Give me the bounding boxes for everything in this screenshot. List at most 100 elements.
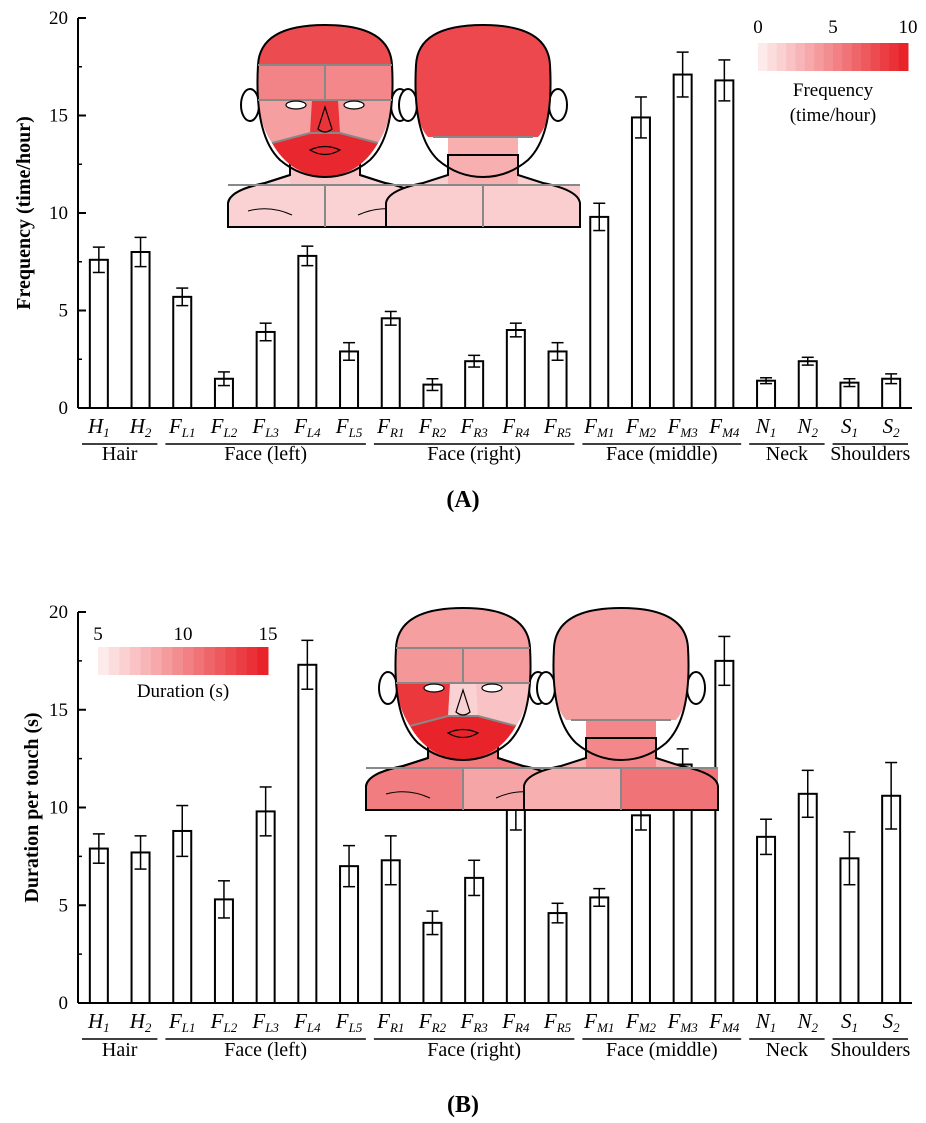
colorbar-title: Duration (s)	[137, 681, 229, 702]
x-category-label: FR2	[418, 1009, 447, 1035]
x-category-label: S2	[883, 414, 901, 440]
eye-left	[285, 100, 307, 110]
x-category-label: S1	[841, 414, 858, 440]
group-label: Face (left)	[224, 1039, 307, 1061]
x-category-label: FM2	[625, 1009, 657, 1035]
bar	[130, 851, 151, 1005]
x-category-label: FL2	[210, 1009, 238, 1035]
ear-left	[378, 671, 398, 705]
y-tick-label: 0	[59, 398, 69, 419]
category-subscript: L4	[306, 1020, 321, 1035]
category-base: S	[841, 414, 852, 438]
back-hair-region	[415, 25, 551, 137]
colorbar-swatch	[804, 43, 815, 71]
category-base: F	[168, 414, 182, 438]
eye-right	[343, 100, 365, 110]
bar	[714, 79, 735, 410]
category-subscript: M4	[721, 425, 740, 440]
colorbar-swatch	[140, 647, 152, 675]
x-category-label: FL4	[293, 414, 321, 440]
x-category-label: FM2	[625, 414, 657, 440]
category-base: F	[293, 1009, 307, 1033]
x-category-label: FL5	[335, 414, 363, 440]
colorbar-tick: 10	[899, 17, 918, 38]
category-base: H	[129, 414, 147, 438]
colorbar-swatch	[225, 647, 237, 675]
category-subscript: 2	[812, 1020, 819, 1035]
x-category-label: FR3	[460, 414, 489, 440]
colorbar-swatch	[129, 647, 141, 675]
colorbar-swatch	[776, 43, 787, 71]
bar	[464, 876, 485, 1005]
group-label: Neck	[766, 443, 808, 465]
bar	[756, 835, 777, 1005]
category-base: N	[796, 1009, 812, 1033]
category-subscript: 2	[893, 425, 900, 440]
bar	[630, 116, 651, 409]
category-base: F	[501, 1009, 515, 1033]
bar	[672, 73, 693, 410]
x-category-label: FR1	[376, 414, 404, 440]
face-region-left-upper	[258, 65, 325, 100]
group-label: Face (middle)	[606, 443, 718, 465]
category-subscript: M2	[638, 425, 657, 440]
x-category-label: FL1	[168, 1009, 196, 1035]
back-ear-left	[536, 671, 556, 705]
bar	[172, 295, 193, 410]
category-subscript: 1	[851, 1020, 858, 1035]
category-base: N	[796, 414, 812, 438]
colorbar-tick: 15	[259, 624, 278, 645]
category-subscript: L3	[264, 1020, 279, 1035]
category-subscript: R3	[472, 425, 488, 440]
y-tick-label: 5	[59, 895, 69, 916]
category-subscript: M1	[596, 425, 614, 440]
x-category-label: FL2	[210, 414, 238, 440]
y-tick-label: 10	[49, 798, 68, 819]
category-subscript: L2	[222, 1020, 237, 1035]
category-base: F	[583, 414, 597, 438]
collar-line	[247, 208, 293, 216]
back-head-outline	[552, 606, 690, 762]
category-subscript: L1	[181, 425, 196, 440]
head-back-diagram	[385, 23, 581, 228]
category-subscript: 1	[851, 425, 858, 440]
category-base: F	[543, 414, 557, 438]
x-category-label: FL5	[335, 1009, 363, 1035]
colorbar-swatch	[214, 647, 226, 675]
colorbar-swatch	[246, 647, 258, 675]
category-subscript: R5	[556, 1020, 572, 1035]
colorbar-swatch	[193, 647, 205, 675]
bar	[630, 814, 651, 1004]
bar	[797, 792, 818, 1004]
colorbar-tick: 0	[753, 17, 763, 38]
bar	[255, 330, 276, 410]
face-region-right-upper	[463, 648, 530, 683]
colorbar-swatch	[889, 43, 900, 71]
x-category-label: H1	[87, 1009, 110, 1035]
category-base: F	[543, 1009, 557, 1033]
category-subscript: R3	[472, 1020, 488, 1035]
category-base: H	[87, 414, 105, 438]
category-base: F	[625, 1009, 639, 1033]
y-tick-label: 5	[59, 301, 69, 322]
colorbar-subtitle: (time/hour)	[790, 105, 877, 126]
bar	[464, 360, 485, 410]
back-shoulder-right-region	[621, 768, 718, 810]
x-category-label: FR2	[418, 414, 447, 440]
back-ear-right	[686, 671, 706, 705]
y-tick-label: 20	[49, 8, 68, 29]
colorbar-swatch	[833, 43, 843, 71]
bar	[88, 258, 109, 409]
category-subscript: L5	[348, 425, 363, 440]
colorbar-swatch	[204, 647, 216, 675]
category-base: F	[418, 1009, 432, 1033]
category-base: F	[210, 414, 224, 438]
bar	[255, 810, 276, 1004]
face-region-left-lower	[396, 683, 450, 726]
mouth-outline	[308, 145, 342, 156]
nose-region	[448, 683, 478, 716]
bar	[297, 663, 318, 1004]
category-subscript: R5	[556, 425, 572, 440]
